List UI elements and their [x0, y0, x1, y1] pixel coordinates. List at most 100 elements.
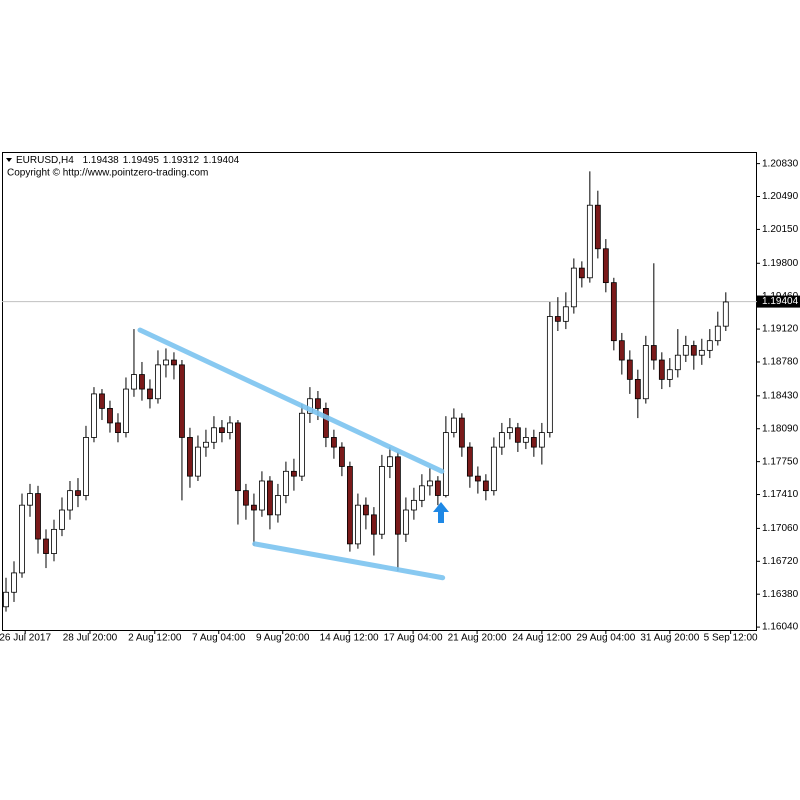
last-price-label: 1.19404: [762, 296, 799, 307]
x-tick-label: 9 Aug 20:00: [256, 633, 310, 644]
candle-body: [706, 340, 713, 351]
candle-body: [666, 369, 673, 380]
candle-body: [131, 374, 137, 390]
plot-frame: [2, 152, 757, 631]
y-tick-label: 1.16040: [762, 622, 799, 633]
candle-body: [331, 437, 337, 448]
candle-body: [394, 456, 401, 535]
plot-area: [2, 171, 757, 612]
candle-body: [363, 504, 369, 516]
candle-body: [99, 393, 105, 409]
candle-body: [179, 364, 185, 438]
candle-body: [195, 446, 201, 477]
x-tick-label: 29 Aug 04:00: [576, 633, 635, 644]
candle-body: [634, 378, 641, 400]
header-value: 1.19312: [163, 155, 200, 166]
y-tick-label: 1.19120: [762, 324, 799, 335]
candle-body: [522, 437, 529, 443]
candle-body: [147, 388, 153, 400]
candle-body: [674, 354, 681, 371]
candle-body: [418, 485, 425, 501]
candle-body: [371, 514, 377, 535]
header-value: 1.19404: [203, 155, 240, 166]
candle-body: [554, 316, 561, 322]
candle-body: [211, 427, 217, 443]
y-tick-label: 1.17060: [762, 523, 799, 534]
candle-body: [43, 538, 49, 554]
candle-body: [714, 325, 721, 342]
header-value: 1.19438: [83, 155, 120, 166]
x-tick-label: 21 Aug 20:00: [448, 633, 507, 644]
candle-body: [59, 509, 65, 530]
y-tick-label: 1.20830: [762, 158, 799, 169]
x-tick-label: 26 Jul 2017: [0, 633, 51, 644]
candle-body: [171, 359, 177, 366]
candle-body: [410, 499, 417, 511]
candle-body: [530, 437, 537, 448]
candle-body: [378, 466, 385, 535]
y-tick-label: 1.18780: [762, 357, 799, 368]
x-tick-label: 31 Aug 20:00: [640, 633, 699, 644]
trendline: [252, 541, 446, 581]
candle-body: [498, 432, 505, 448]
buy-arrow: [433, 502, 449, 523]
candle-body: [11, 572, 17, 593]
candle-body: [139, 374, 145, 390]
candle-body: [442, 432, 449, 496]
candle-body: [339, 446, 345, 467]
candle-body: [259, 480, 265, 511]
candle-body: [107, 408, 113, 424]
x-tick-label: 5 Sep 12:00: [704, 633, 758, 644]
candle-body: [642, 345, 649, 400]
candle-body: [650, 345, 657, 361]
chart-header: EURUSD,H4 1.19438 1.19495 1.19312 1.19404: [16, 155, 240, 166]
candle-body: [163, 359, 169, 366]
x-tick-label: 17 Aug 04:00: [384, 633, 443, 644]
candle-body: [291, 470, 297, 477]
menu-triangle: [6, 158, 12, 162]
candle-body: [19, 504, 25, 574]
x-tick-label: 24 Aug 12:00: [512, 633, 571, 644]
candle-body: [51, 528, 57, 554]
x-tick-label: 7 Aug 04:00: [192, 633, 246, 644]
y-tick-label: 1.20150: [762, 224, 799, 235]
candle-body: [75, 490, 81, 496]
chart-title: EURUSD,H4: [16, 155, 74, 166]
candle-body: [187, 437, 193, 477]
candle-body: [658, 359, 665, 380]
candle-body: [355, 504, 361, 545]
candle-body: [690, 345, 697, 356]
candle-body: [514, 427, 521, 443]
candle-body: [594, 204, 601, 250]
candle-body: [299, 412, 305, 477]
chart-subtitle: Copyright © http://www.pointzero-trading…: [7, 168, 208, 179]
candle-body: [482, 480, 489, 492]
candle-body: [235, 422, 241, 492]
candle-body: [490, 446, 497, 492]
candle-body: [610, 282, 617, 342]
candle-body: [458, 417, 465, 448]
trendline: [137, 327, 445, 474]
y-tick-label: 1.16380: [762, 589, 799, 600]
y-tick-label: 1.17750: [762, 456, 799, 467]
last-price-box: [757, 295, 800, 308]
candle-body: [466, 446, 473, 477]
x-tick-label: 14 Aug 12:00: [320, 633, 379, 644]
candle-body: [67, 490, 73, 511]
candle-body: [450, 417, 457, 434]
y-tick-label: 1.19800: [762, 258, 799, 269]
y-tick-label: 1.17410: [762, 489, 799, 500]
candle-body: [698, 349, 705, 356]
y-tick-label: 1.18430: [762, 390, 799, 401]
candle-body: [562, 306, 569, 322]
candle-body: [155, 364, 161, 400]
candle-body: [386, 456, 393, 467]
candle-body: [722, 301, 729, 327]
candle-body: [402, 509, 409, 535]
candle-body: [434, 480, 441, 496]
candle-body: [3, 591, 9, 608]
candle-body: [578, 267, 585, 279]
candle-body: [538, 432, 545, 448]
candle-body: [426, 480, 433, 487]
